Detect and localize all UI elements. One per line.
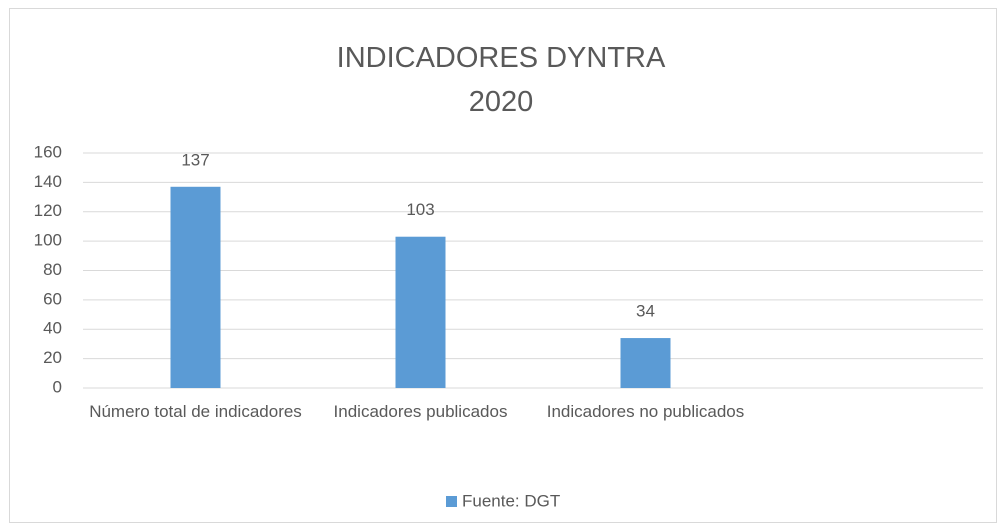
data-label: 137 [181,150,209,169]
bar [620,338,671,388]
y-tick-label: 100 [34,231,62,250]
y-tick-label: 20 [43,348,62,367]
bar [170,186,221,388]
legend-swatch [446,496,457,507]
x-tick-label: Indicadores no publicados [546,402,745,421]
chart-border [9,8,997,523]
y-tick-label: 80 [43,260,62,279]
x-tick-label: Indicadores publicados [333,402,508,421]
data-label: 103 [406,200,434,219]
bar [395,236,446,388]
chart-title: INDICADORES DYNTRA 2020 [336,42,666,118]
data-label: 34 [636,302,655,321]
y-tick-label: 140 [34,172,62,191]
legend-label: Fuente: DGT [462,491,560,510]
y-tick-label: 60 [43,289,62,308]
y-tick-label: 40 [43,319,62,338]
y-tick-label: 160 [34,142,62,161]
y-tick-label: 120 [34,201,62,220]
y-tick-label: 0 [53,377,62,396]
x-tick-label: Número total de indicadores [89,402,302,421]
